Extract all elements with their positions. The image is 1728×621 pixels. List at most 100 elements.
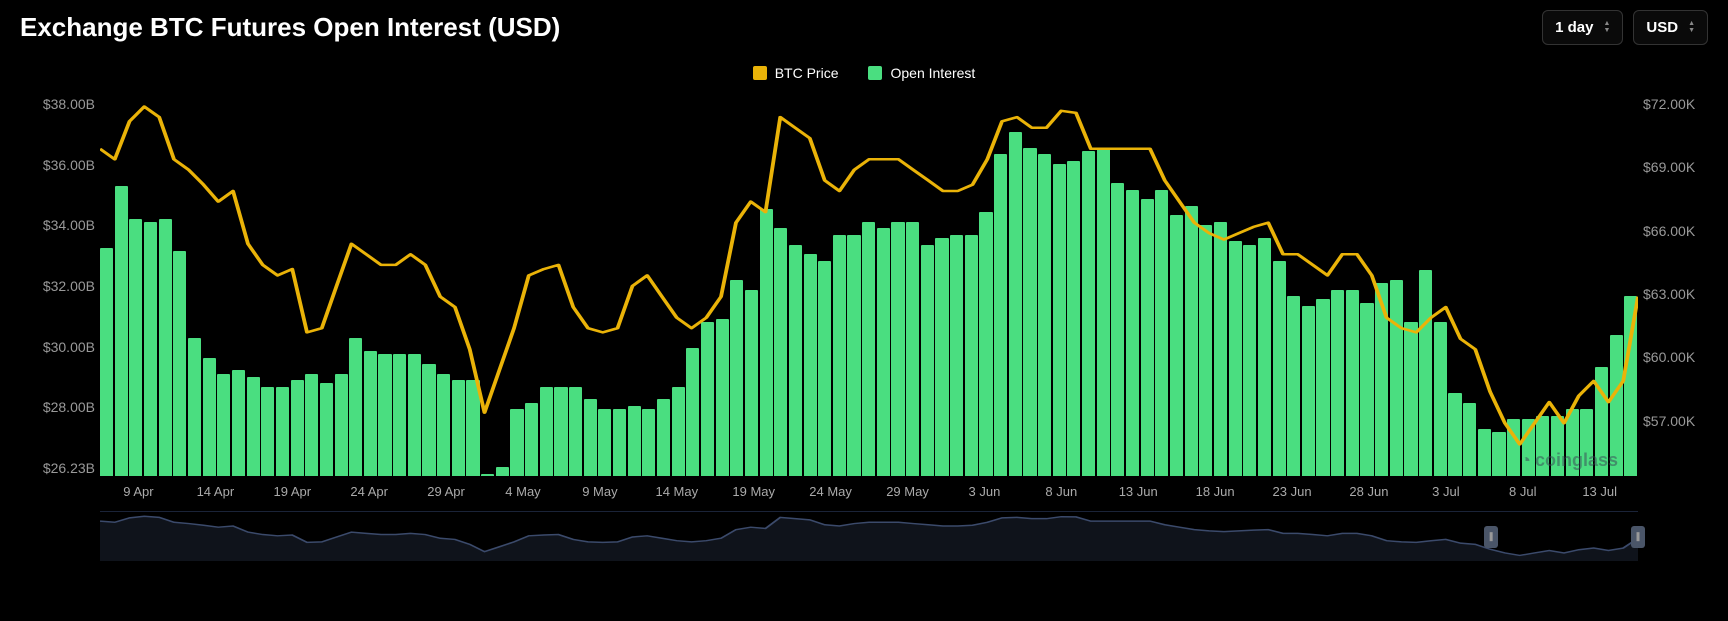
bar[interactable]	[584, 399, 597, 476]
bar[interactable]	[1229, 241, 1242, 476]
bar[interactable]	[569, 387, 582, 476]
bar[interactable]	[1360, 303, 1373, 476]
bar[interactable]	[1038, 154, 1051, 476]
bar[interactable]	[291, 380, 304, 476]
plot[interactable]	[100, 96, 1638, 476]
bar[interactable]	[408, 354, 421, 476]
bar[interactable]	[144, 222, 157, 476]
bar[interactable]	[1375, 283, 1388, 476]
bar[interactable]	[217, 374, 230, 476]
bar[interactable]	[1126, 190, 1139, 476]
bar[interactable]	[1243, 245, 1256, 476]
bar[interactable]	[1067, 161, 1080, 476]
bar[interactable]	[950, 235, 963, 476]
bar[interactable]	[1316, 299, 1329, 476]
bar[interactable]	[789, 245, 802, 476]
bar[interactable]	[804, 254, 817, 476]
bar[interactable]	[335, 374, 348, 476]
bar[interactable]	[173, 251, 186, 476]
bar[interactable]	[1434, 322, 1447, 476]
bar[interactable]	[305, 374, 318, 476]
bar[interactable]	[422, 364, 435, 476]
bar[interactable]	[1624, 296, 1637, 476]
bar[interactable]	[481, 474, 494, 476]
bar[interactable]	[1302, 306, 1315, 476]
bar[interactable]	[1009, 132, 1022, 476]
bar[interactable]	[364, 351, 377, 476]
bar[interactable]	[686, 348, 699, 476]
bar[interactable]	[1258, 238, 1271, 476]
bar[interactable]	[1170, 215, 1183, 476]
bar[interactable]	[437, 374, 450, 476]
bar[interactable]	[466, 380, 479, 476]
bar[interactable]	[378, 354, 391, 476]
bar[interactable]	[1507, 419, 1520, 476]
bar[interactable]	[774, 228, 787, 476]
bar[interactable]	[510, 409, 523, 476]
bar[interactable]	[540, 387, 553, 476]
bar[interactable]	[188, 338, 201, 476]
bar[interactable]	[1097, 148, 1110, 476]
bar[interactable]	[320, 383, 333, 476]
bar[interactable]	[1023, 148, 1036, 476]
timeframe-dropdown[interactable]: 1 day ▲▼	[1542, 10, 1623, 45]
bar[interactable]	[1111, 183, 1124, 476]
bar[interactable]	[1185, 206, 1198, 476]
brush-handle-left[interactable]: ❚	[1484, 526, 1498, 548]
bar[interactable]	[628, 406, 641, 476]
bar[interactable]	[935, 238, 948, 476]
bar[interactable]	[1141, 199, 1154, 476]
bar[interactable]	[1346, 290, 1359, 476]
bar[interactable]	[965, 235, 978, 476]
bar[interactable]	[1404, 322, 1417, 476]
currency-dropdown[interactable]: USD ▲▼	[1633, 10, 1708, 45]
bar[interactable]	[657, 399, 670, 476]
bar[interactable]	[730, 280, 743, 476]
bar[interactable]	[1273, 261, 1286, 476]
bar[interactable]	[159, 219, 172, 476]
bar[interactable]	[760, 209, 773, 476]
bar[interactable]	[906, 222, 919, 476]
bar[interactable]	[349, 338, 362, 476]
bar[interactable]	[1287, 296, 1300, 476]
bar[interactable]	[701, 322, 714, 476]
bar[interactable]	[554, 387, 567, 476]
bar[interactable]	[496, 467, 509, 476]
bar[interactable]	[525, 403, 538, 476]
bar[interactable]	[921, 245, 934, 476]
bar[interactable]	[833, 235, 846, 476]
bar[interactable]	[877, 228, 890, 476]
bar[interactable]	[598, 409, 611, 476]
brush-handle-right[interactable]: ❚	[1631, 526, 1645, 548]
bar[interactable]	[100, 248, 113, 476]
bar[interactable]	[129, 219, 142, 476]
bar[interactable]	[1214, 222, 1227, 476]
bar[interactable]	[994, 154, 1007, 476]
bar[interactable]	[115, 186, 128, 476]
bar[interactable]	[818, 261, 831, 476]
bar[interactable]	[1199, 225, 1212, 476]
bar[interactable]	[1331, 290, 1344, 476]
bar[interactable]	[203, 358, 216, 476]
bar[interactable]	[1053, 164, 1066, 476]
bar[interactable]	[1478, 429, 1491, 476]
bar[interactable]	[452, 380, 465, 476]
bar[interactable]	[613, 409, 626, 476]
bar[interactable]	[232, 370, 245, 476]
brush-area[interactable]: ❚ ❚	[100, 511, 1638, 561]
bar[interactable]	[1448, 393, 1461, 476]
bar[interactable]	[642, 409, 655, 476]
bar[interactable]	[276, 387, 289, 476]
bar[interactable]	[716, 319, 729, 476]
bar[interactable]	[1419, 270, 1432, 476]
bar[interactable]	[393, 354, 406, 476]
bar[interactable]	[979, 212, 992, 476]
bar[interactable]	[261, 387, 274, 476]
bar[interactable]	[745, 290, 758, 476]
bar[interactable]	[1492, 432, 1505, 476]
bar[interactable]	[891, 222, 904, 476]
bar[interactable]	[1463, 403, 1476, 476]
bar[interactable]	[247, 377, 260, 476]
bar[interactable]	[862, 222, 875, 476]
bar[interactable]	[1082, 151, 1095, 476]
